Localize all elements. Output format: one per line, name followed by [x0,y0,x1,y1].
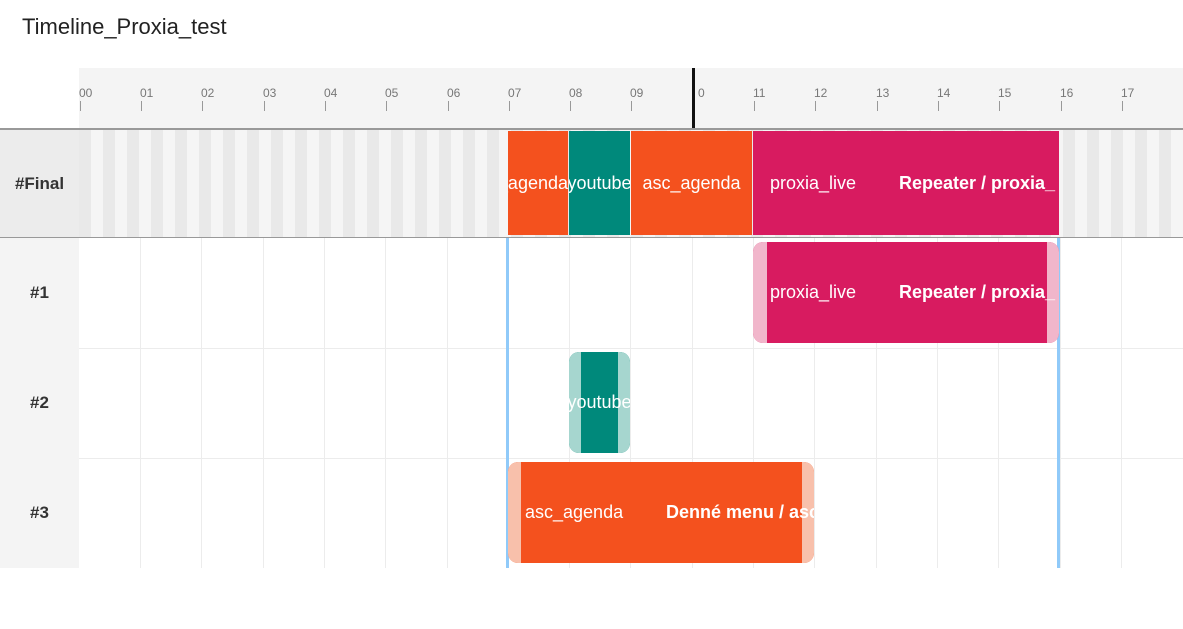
tick-mark [754,101,755,111]
tick-mark [1061,101,1062,111]
tick-label: 08 [569,86,583,100]
grid-line [814,238,815,568]
track-label-2: #2 [0,348,79,458]
tick-label: 12 [814,86,828,100]
clip-label: asc_agenda [525,502,624,522]
tick-mark [999,101,1000,111]
tick-mark [325,101,326,111]
track2-clip-youtube[interactable]: youtube [569,352,630,453]
tick-mark [815,101,816,111]
tick-label: 04 [324,86,338,100]
range-end-marker[interactable] [1057,238,1060,568]
grid-line [201,238,202,568]
grid-line [324,238,325,568]
grid-line [447,238,448,568]
track-label-final: #Final [0,130,79,237]
grid-line [876,238,877,568]
grid-line [1060,238,1061,568]
tick-label: 05 [385,86,399,100]
clip-label: asc_agenda [642,172,741,193]
clip-fade-out-handle[interactable] [802,462,814,563]
tick-mark [264,101,265,111]
grid-line [263,238,264,568]
tick-mark [938,101,939,111]
clip-label: youtube [569,172,630,193]
playhead[interactable] [692,68,695,128]
tick-mark [1122,101,1123,111]
grid-line [753,238,754,568]
clip-label: youtube [569,392,630,412]
tick-label: 15 [998,86,1012,100]
tick-label: 06 [447,86,461,100]
grid-line [1121,238,1122,568]
grid-line [937,238,938,568]
final-clip-youtube[interactable]: youtube [569,131,630,235]
tick-label: 11 [753,86,766,100]
track-label-1: #1 [0,238,79,348]
track-label-3: #3 [0,458,79,568]
tick-label: 07 [508,86,522,100]
tick-mark [570,101,571,111]
final-clip-asc-agenda-2[interactable]: asc_agenda [631,131,752,235]
tick-label: 0 [698,86,705,100]
tick-label: 01 [140,86,154,100]
tick-label: 00 [79,86,93,100]
clip-fade-in-handle[interactable] [569,352,581,453]
clip-fade-in-handle[interactable] [508,462,521,563]
grid-line [385,238,386,568]
tick-label: 13 [876,86,890,100]
tick-mark [631,101,632,111]
tick-label: 14 [937,86,951,100]
track3-clip-asc-agenda[interactable]: asc_agenda Denné menu / asc [508,462,814,563]
tick-mark [448,101,449,111]
tick-mark [141,101,142,111]
grid-line [630,238,631,568]
tick-label: 02 [201,86,215,100]
grid-line [140,238,141,568]
track1-clip-proxia-live[interactable]: proxia_live Repeater / proxia_ [753,242,1059,343]
clip-label: proxia_live [770,282,857,302]
grid-line [998,238,999,568]
clip-label: Repeater / proxia_ [899,282,1056,302]
tick-mark [202,101,203,111]
tick-label: 17 [1121,86,1135,100]
row-divider [79,458,1183,459]
divider [0,237,1183,238]
clip-fade-out-handle[interactable] [1047,242,1059,343]
tick-mark [509,101,510,111]
tick-label: 03 [263,86,277,100]
clip-label: proxia_live [770,172,857,193]
row-divider [79,348,1183,349]
clip-label: c_agenda [508,172,568,193]
final-clip-asc-agenda-1[interactable]: c_agenda [508,131,568,235]
grid-line [692,238,693,568]
divider [0,128,1183,130]
tick-label: 09 [630,86,644,100]
final-clip-proxia-live[interactable]: proxia_live Repeater / proxia_ [753,131,1059,235]
range-start-marker[interactable] [506,238,509,568]
clip-fade-in-handle[interactable] [753,242,767,343]
tick-mark [877,101,878,111]
clip-fade-out-handle[interactable] [618,352,630,453]
page-title: Timeline_Proxia_test [22,14,227,39]
time-ruler[interactable]: 00 01 02 03 04 05 06 07 08 09 0 11 12 13… [79,68,1183,128]
tick-mark [386,101,387,111]
clip-label: Denné menu / asc [666,502,814,522]
tick-label: 16 [1060,86,1074,100]
clip-label: Repeater / proxia_ [899,172,1056,193]
tick-mark [80,101,81,111]
